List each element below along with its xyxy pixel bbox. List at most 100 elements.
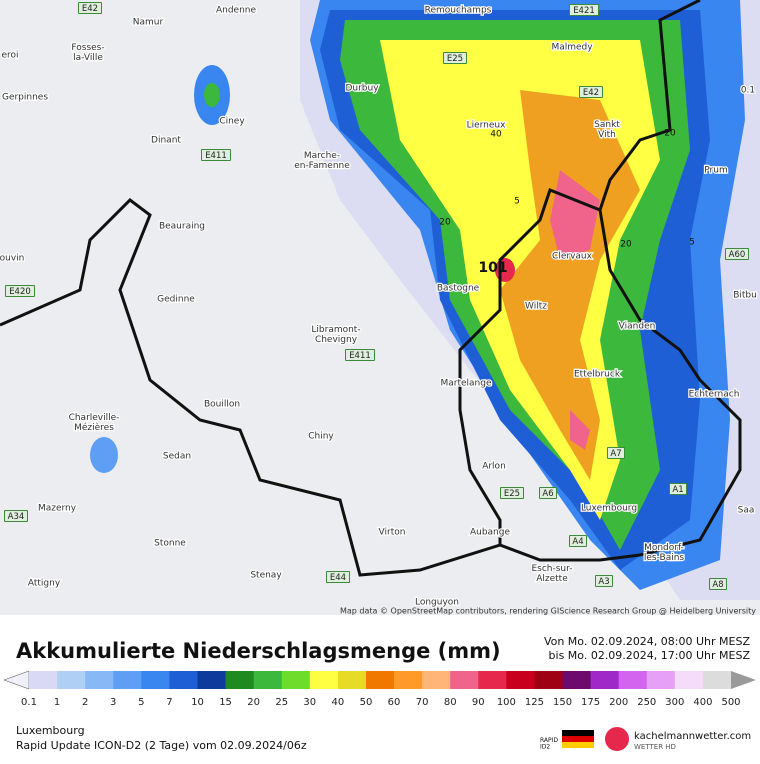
legend-tick-label: 50 <box>360 697 373 708</box>
road-badge-inner <box>444 53 466 63</box>
legend-swatch <box>478 671 507 689</box>
place-label: Attigny <box>28 579 61 589</box>
logo: kachelmannwetter.com <box>634 731 751 742</box>
place-label: Andenne <box>216 6 257 16</box>
period-from: Von Mo. 02.09.2024, 08:00 Uhr MESZ <box>544 635 751 648</box>
legend-tick-label: 80 <box>444 697 457 708</box>
legend-swatch <box>702 671 732 689</box>
period-to: bis Mo. 02.09.2024, 17:00 Uhr MESZ <box>549 649 751 662</box>
flag <box>562 730 594 736</box>
place-label: Clervaux <box>552 252 593 262</box>
legend-swatch <box>365 671 395 689</box>
place-label: Arlon <box>482 462 506 472</box>
flag <box>562 742 594 748</box>
road-badge-inner <box>202 150 230 160</box>
legend-swatch <box>590 671 620 689</box>
road-label: A60 <box>729 250 746 260</box>
road-label: E25 <box>504 489 520 499</box>
place-label: Durbuy <box>345 84 379 94</box>
place-label: Longuyon <box>415 598 459 608</box>
legend-tick-label: 400 <box>693 697 712 708</box>
contour-label: 101 <box>478 260 507 276</box>
legend-tick-label: 90 <box>472 697 485 708</box>
legend-tick-label: 0.1 <box>21 697 37 708</box>
logo-sub: WETTER HD <box>634 743 676 751</box>
legend-swatch <box>57 671 86 689</box>
place-label: Stenay <box>250 571 282 581</box>
road-badge-inner <box>79 3 101 13</box>
legend-swatch <box>422 671 451 689</box>
road-label: E411 <box>349 351 371 361</box>
legend-tick-label: 2 <box>82 697 88 708</box>
road-label: A7 <box>610 449 621 459</box>
legend-swatch <box>29 671 58 689</box>
contour-label: 5 <box>514 197 520 207</box>
road-badge-inner <box>570 536 586 546</box>
place-label: Chiny <box>308 432 334 442</box>
legend-tick-label: 500 <box>721 697 740 708</box>
model: Rapid Update ICON-D2 (2 Tage) vom 02.09.… <box>16 739 307 752</box>
road-label: A4 <box>572 537 583 547</box>
flag <box>562 736 594 742</box>
place-label: Wiltz <box>525 302 547 312</box>
legend-tick-label: 300 <box>665 697 684 708</box>
legend-swatch <box>113 671 142 689</box>
road-label: E421 <box>573 6 595 16</box>
legend-swatch <box>337 671 367 689</box>
precip-pink <box>550 170 600 260</box>
place-label: Mazerny <box>38 504 77 514</box>
legend-swatch <box>618 671 648 689</box>
legend-swatch <box>646 671 676 689</box>
road-badge-inner <box>5 511 27 521</box>
road-badge-inner <box>726 249 748 259</box>
legend-tick-label: 125 <box>525 697 544 708</box>
place-label: Virton <box>379 528 406 538</box>
place-label: Sedan <box>163 452 191 462</box>
legend-swatch <box>506 671 535 689</box>
legend-swatch <box>450 671 479 689</box>
legend-tick-label: 15 <box>219 697 232 708</box>
legend-tick-label: 5 <box>138 697 144 708</box>
precip-green <box>204 83 220 107</box>
legend-swatch <box>309 671 339 689</box>
legend-title: Akkumulierte Niederschlagsmenge (mm) <box>16 639 501 663</box>
road-label: E42 <box>583 88 599 98</box>
place-label: eroi <box>1 51 18 61</box>
place-label: Mondorf-les-Bains <box>644 543 685 563</box>
legend-tick-label: 60 <box>388 697 401 708</box>
contour-label: 40 <box>490 130 502 140</box>
road-label: E25 <box>447 54 463 64</box>
place-label: 0.1 <box>741 86 755 96</box>
place-label: Marche-en-Famenne <box>294 151 350 171</box>
place-label: Stonne <box>154 539 186 549</box>
road-badge-inner <box>608 448 624 458</box>
place-label: Ettelbruck <box>574 370 621 380</box>
legend-tick-label: 10 <box>191 697 204 708</box>
place-label: Charleville-Mézières <box>69 413 120 433</box>
precip-orange <box>500 90 640 480</box>
rapid-badge: RAPID ID2 <box>540 737 558 751</box>
legend-tick-label: 200 <box>609 697 628 708</box>
legend-tick-label: 1 <box>54 697 60 708</box>
legend-tick-label: 25 <box>275 697 288 708</box>
place-label: Esch-sur-Alzette <box>531 564 572 584</box>
place-label: Martelange <box>440 379 491 389</box>
legend-tick-label: 3 <box>110 697 116 708</box>
place-label: Luxembourg <box>581 504 637 514</box>
place-label: Lierneux <box>467 121 507 131</box>
legend-swatch <box>197 671 227 689</box>
place-label: Malmedy <box>551 43 593 53</box>
legend-swatch <box>253 671 283 689</box>
logo-icon <box>605 727 629 751</box>
road-badge-inner <box>346 350 374 360</box>
road-label: E42 <box>82 4 98 14</box>
borders <box>0 0 742 577</box>
road-badge-inner <box>540 488 556 498</box>
road-badge-inner <box>6 286 34 296</box>
road-label: A3 <box>598 577 609 587</box>
region: Luxembourg <box>16 724 85 737</box>
place-label: Aubange <box>470 528 511 538</box>
legend-arrow-high <box>731 671 756 689</box>
road-badge-inner <box>670 484 686 494</box>
